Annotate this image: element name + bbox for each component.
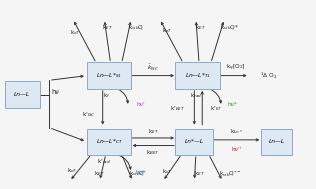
FancyBboxPatch shape <box>261 129 292 155</box>
Text: Ln—L*$_{S1}$: Ln—L*$_{S1}$ <box>96 71 122 80</box>
Text: Ln—L*$_{CT}$: Ln—L*$_{CT}$ <box>96 137 122 146</box>
Text: k$_{eT}$: k$_{eT}$ <box>162 167 173 177</box>
Text: k'$_{ET}$: k'$_{ET}$ <box>210 104 222 113</box>
Text: k$_{Ln*}$: k$_{Ln*}$ <box>230 127 244 136</box>
Text: Ln—L: Ln—L <box>268 139 285 144</box>
Text: hν: hν <box>52 89 59 95</box>
Text: $\bar{k}_{ISC}$: $\bar{k}_{ISC}$ <box>147 63 159 73</box>
Text: $^1$Δ O$_2$: $^1$Δ O$_2$ <box>260 70 277 81</box>
Text: hν'': hν'' <box>232 147 242 152</box>
Text: k'$_{rad}$: k'$_{rad}$ <box>97 157 111 166</box>
FancyBboxPatch shape <box>87 129 131 155</box>
Text: k$_f$: k$_f$ <box>103 91 111 100</box>
Text: k$_{eT}$: k$_{eT}$ <box>70 28 81 37</box>
Text: Ln—L: Ln—L <box>14 92 30 97</box>
Text: hν*: hν* <box>136 170 146 175</box>
Text: Ln—L*$_{T1}$: Ln—L*$_{T1}$ <box>185 71 210 80</box>
Text: k$_{vib}$Q*: k$_{vib}$Q* <box>220 23 239 32</box>
Text: hν*: hν* <box>227 102 237 107</box>
FancyBboxPatch shape <box>5 81 40 108</box>
FancyBboxPatch shape <box>175 129 213 155</box>
Text: hν': hν' <box>136 102 145 107</box>
Text: k$_{ET}$: k$_{ET}$ <box>94 169 105 178</box>
Text: k$_{vib}$Q$^{•-}$: k$_{vib}$Q$^{•-}$ <box>219 169 242 178</box>
Text: k$_{vib}$Q': k$_{vib}$Q' <box>129 170 146 178</box>
FancyBboxPatch shape <box>175 62 220 89</box>
Text: k$_{eT}$: k$_{eT}$ <box>162 26 173 35</box>
Text: k$_{rad}$: k$_{rad}$ <box>190 91 202 100</box>
Text: Ln*—L: Ln*—L <box>185 139 204 144</box>
Text: k$_q$[O$_2$]: k$_q$[O$_2$] <box>226 63 245 73</box>
Text: k$_{ET}$: k$_{ET}$ <box>194 169 204 178</box>
Text: k$_{BET}$: k$_{BET}$ <box>146 148 160 157</box>
Text: k$_{eT}$: k$_{eT}$ <box>67 166 78 175</box>
Text: k$_{vib}$Q: k$_{vib}$Q <box>128 23 144 32</box>
Text: k$_{ET}$: k$_{ET}$ <box>102 23 113 32</box>
FancyBboxPatch shape <box>87 62 131 89</box>
Text: k'$_{ISC}$: k'$_{ISC}$ <box>82 110 95 119</box>
Text: k$_{ET}$: k$_{ET}$ <box>148 127 159 136</box>
Text: k'$_{BET}$: k'$_{BET}$ <box>170 104 185 113</box>
Text: k$_{ET}$: k$_{ET}$ <box>195 23 205 32</box>
